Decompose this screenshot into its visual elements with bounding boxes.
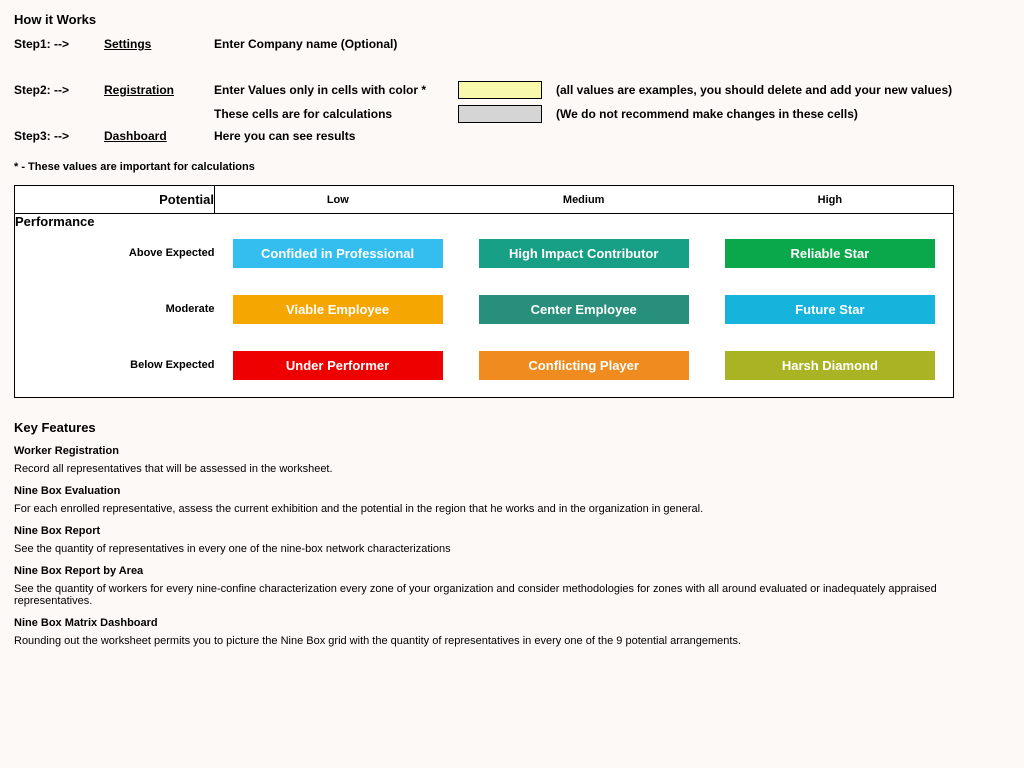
- matrix-cell: Conflicting Player: [479, 351, 689, 380]
- kf-body: See the quantity of representatives in e…: [14, 543, 1010, 555]
- matrix-cell: Confided in Professional: [233, 239, 443, 268]
- kf-item: Nine Box Matrix Dashboard Rounding out t…: [14, 617, 1010, 647]
- kf-item: Nine Box Report See the quantity of repr…: [14, 525, 1010, 555]
- kf-body: Record all representatives that will be …: [14, 463, 1010, 475]
- steps-grid: Step1: --> Settings Enter Company name (…: [14, 37, 1010, 143]
- row-label: Moderate: [15, 285, 215, 333]
- input-swatch: [458, 81, 542, 99]
- matrix-row: Moderate Viable Employee Center Employee…: [15, 285, 954, 333]
- kf-heading: Worker Registration: [14, 445, 1010, 457]
- kf-item: Nine Box Report by Area See the quantity…: [14, 565, 1010, 607]
- step2-link[interactable]: Registration: [104, 83, 214, 97]
- step2-line2: These cells are for calculations (We do …: [214, 105, 1010, 123]
- step2-line1-note: (all values are examples, you should del…: [556, 83, 952, 97]
- col-medium: Medium: [461, 186, 707, 214]
- step1-link[interactable]: Settings: [104, 37, 214, 51]
- step1-desc: Enter Company name (Optional): [214, 37, 1010, 51]
- potential-header: Potential: [15, 186, 215, 214]
- step2-line2-text: These cells are for calculations: [214, 107, 444, 121]
- step2-line1: Enter Values only in cells with color * …: [214, 81, 1010, 99]
- step2-line1-text: Enter Values only in cells with color *: [214, 83, 444, 97]
- col-high: High: [707, 186, 954, 214]
- kf-heading: Nine Box Report: [14, 525, 1010, 537]
- nine-box-matrix: Potential Low Medium High Performance Ab…: [14, 185, 954, 398]
- matrix-cell: Under Performer: [233, 351, 443, 380]
- row-label: Above Expected: [15, 229, 215, 277]
- matrix-cell: Center Employee: [479, 295, 689, 324]
- performance-header: Performance: [15, 214, 954, 230]
- matrix-row: Above Expected Confided in Professional …: [15, 229, 954, 277]
- kf-body: For each enrolled representative, assess…: [14, 503, 1010, 515]
- step3-label: Step3: -->: [14, 129, 104, 143]
- step3-link[interactable]: Dashboard: [104, 129, 214, 143]
- footnote: * - These values are important for calcu…: [14, 161, 1010, 173]
- step3-desc: Here you can see results: [214, 129, 1010, 143]
- matrix-cell: High Impact Contributor: [479, 239, 689, 268]
- matrix-cell: Viable Employee: [233, 295, 443, 324]
- matrix-cell: Reliable Star: [725, 239, 935, 268]
- kf-heading: Nine Box Evaluation: [14, 485, 1010, 497]
- key-features-title: Key Features: [14, 420, 1010, 435]
- step1-label: Step1: -->: [14, 37, 104, 51]
- matrix-row: Below Expected Under Performer Conflicti…: [15, 341, 954, 389]
- step2-line2-note: (We do not recommend make changes in the…: [556, 107, 858, 121]
- kf-item: Nine Box Evaluation For each enrolled re…: [14, 485, 1010, 515]
- kf-heading: Nine Box Matrix Dashboard: [14, 617, 1010, 629]
- row-label: Below Expected: [15, 341, 215, 389]
- matrix-cell: Future Star: [725, 295, 935, 324]
- col-low: Low: [215, 186, 461, 214]
- step2-label: Step2: -->: [14, 83, 104, 97]
- calc-swatch: [458, 105, 542, 123]
- page-title: How it Works: [14, 12, 1010, 27]
- kf-item: Worker Registration Record all represent…: [14, 445, 1010, 475]
- kf-body: Rounding out the worksheet permits you t…: [14, 635, 1010, 647]
- kf-heading: Nine Box Report by Area: [14, 565, 1010, 577]
- kf-body: See the quantity of workers for every ni…: [14, 583, 1010, 607]
- matrix-cell: Harsh Diamond: [725, 351, 935, 380]
